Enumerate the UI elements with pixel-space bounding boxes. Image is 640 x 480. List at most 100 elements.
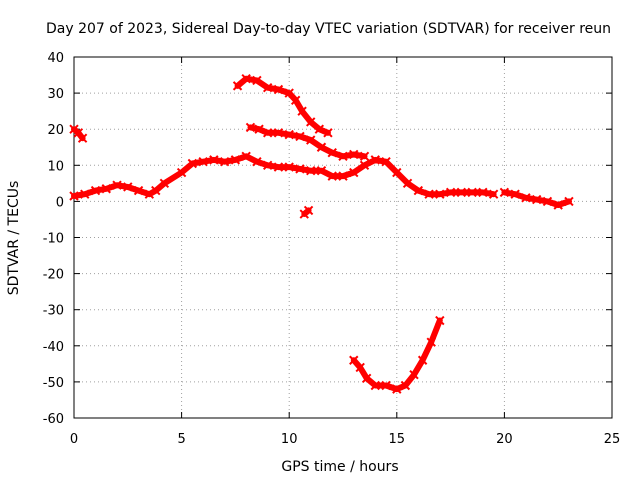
data-point <box>400 380 411 391</box>
y-tick-label: 40 <box>47 51 64 66</box>
data-point <box>445 187 456 198</box>
data-point <box>327 171 337 181</box>
series-short-segment <box>299 205 314 219</box>
y-axis-label: SDTVAR / TECUs <box>6 181 22 296</box>
data-point <box>151 185 161 196</box>
data-point <box>252 156 262 167</box>
y-tick-label: 20 <box>47 123 64 138</box>
data-point <box>381 156 391 167</box>
data-point <box>284 88 294 98</box>
data-point <box>564 196 574 207</box>
data-point <box>254 124 264 134</box>
data-point <box>262 82 273 93</box>
data-point <box>359 151 370 161</box>
y-tick-label: -60 <box>43 412 64 427</box>
data-point <box>392 384 402 394</box>
data-point <box>306 166 316 176</box>
data-point <box>77 133 88 143</box>
data-point <box>314 124 325 134</box>
chart-title: Day 207 of 2023, Sidereal Day-to-day VTE… <box>46 21 611 37</box>
y-tick-label: 30 <box>47 87 64 102</box>
data-point <box>176 167 187 178</box>
data-point <box>90 185 101 196</box>
series-arc-top <box>232 73 333 138</box>
data-point <box>262 128 273 138</box>
data-point <box>359 160 370 171</box>
data-point <box>426 337 436 347</box>
data-point <box>402 178 413 189</box>
data-point <box>499 187 510 198</box>
y-tick-label: -30 <box>43 304 64 319</box>
y-tick-label: -10 <box>43 232 64 247</box>
y-tick-label: -20 <box>43 268 64 283</box>
x-tick-label: 25 <box>604 432 621 447</box>
data-point <box>230 155 241 165</box>
data-point <box>306 117 316 127</box>
x-tick-label: 15 <box>389 432 406 447</box>
data-point <box>245 122 256 133</box>
data-point <box>187 158 198 169</box>
data-point <box>381 380 391 391</box>
data-point <box>273 162 284 172</box>
data-point <box>478 187 488 198</box>
data-point <box>349 149 359 160</box>
data-point <box>467 187 477 198</box>
data-point <box>456 187 467 198</box>
y-tick-label: 10 <box>47 159 64 174</box>
data-point <box>241 151 251 161</box>
data-point <box>262 160 273 171</box>
data-point <box>417 355 428 365</box>
data-point <box>392 167 402 178</box>
data-point <box>435 189 445 199</box>
data-point <box>241 73 251 84</box>
x-tick-label: 10 <box>281 432 298 447</box>
data-point <box>531 194 542 205</box>
data-point <box>219 156 230 167</box>
data-point <box>232 81 243 91</box>
data-point <box>316 166 327 176</box>
data-point <box>303 205 314 216</box>
data-point <box>297 106 307 116</box>
data-point <box>284 129 294 140</box>
data-point <box>361 373 372 383</box>
series-band <box>71 153 497 199</box>
data-point <box>316 142 327 152</box>
data-point <box>510 189 520 199</box>
data-point <box>123 182 133 192</box>
series-main-band <box>69 151 499 201</box>
data-point <box>273 128 284 138</box>
data-point <box>413 185 424 196</box>
data-point <box>349 355 359 365</box>
data-point <box>424 189 434 199</box>
data-point <box>521 193 531 203</box>
data-point <box>290 95 301 106</box>
data-point <box>159 178 170 189</box>
x-tick-label: 0 <box>70 432 78 447</box>
data-point <box>306 135 316 145</box>
series-start-segment <box>69 124 88 143</box>
grid <box>74 57 612 418</box>
x-axis-label: GPS time / hours <box>281 459 398 475</box>
y-tick-label: 0 <box>56 195 64 210</box>
series-arc-mid <box>245 122 370 161</box>
data-point <box>133 185 144 196</box>
data-point <box>323 128 333 138</box>
data-point <box>355 362 365 373</box>
x-tick-label: 20 <box>496 432 513 447</box>
data-point <box>295 164 305 174</box>
data-point <box>295 131 305 142</box>
data-point <box>209 155 219 165</box>
data-point <box>338 151 348 161</box>
data-point <box>80 189 90 199</box>
data-point <box>273 84 284 95</box>
data-point <box>284 162 294 172</box>
data-series <box>69 73 574 394</box>
data-point <box>101 184 111 194</box>
data-point <box>198 156 208 167</box>
data-point <box>370 380 380 391</box>
data-point <box>488 189 499 199</box>
data-point <box>435 315 445 326</box>
axis-ticks: 0 5 10 15 20 25 -60 -50 -40 -30 -20 -10 0 10 20 30 40 <box>43 51 621 447</box>
data-point <box>409 369 419 380</box>
